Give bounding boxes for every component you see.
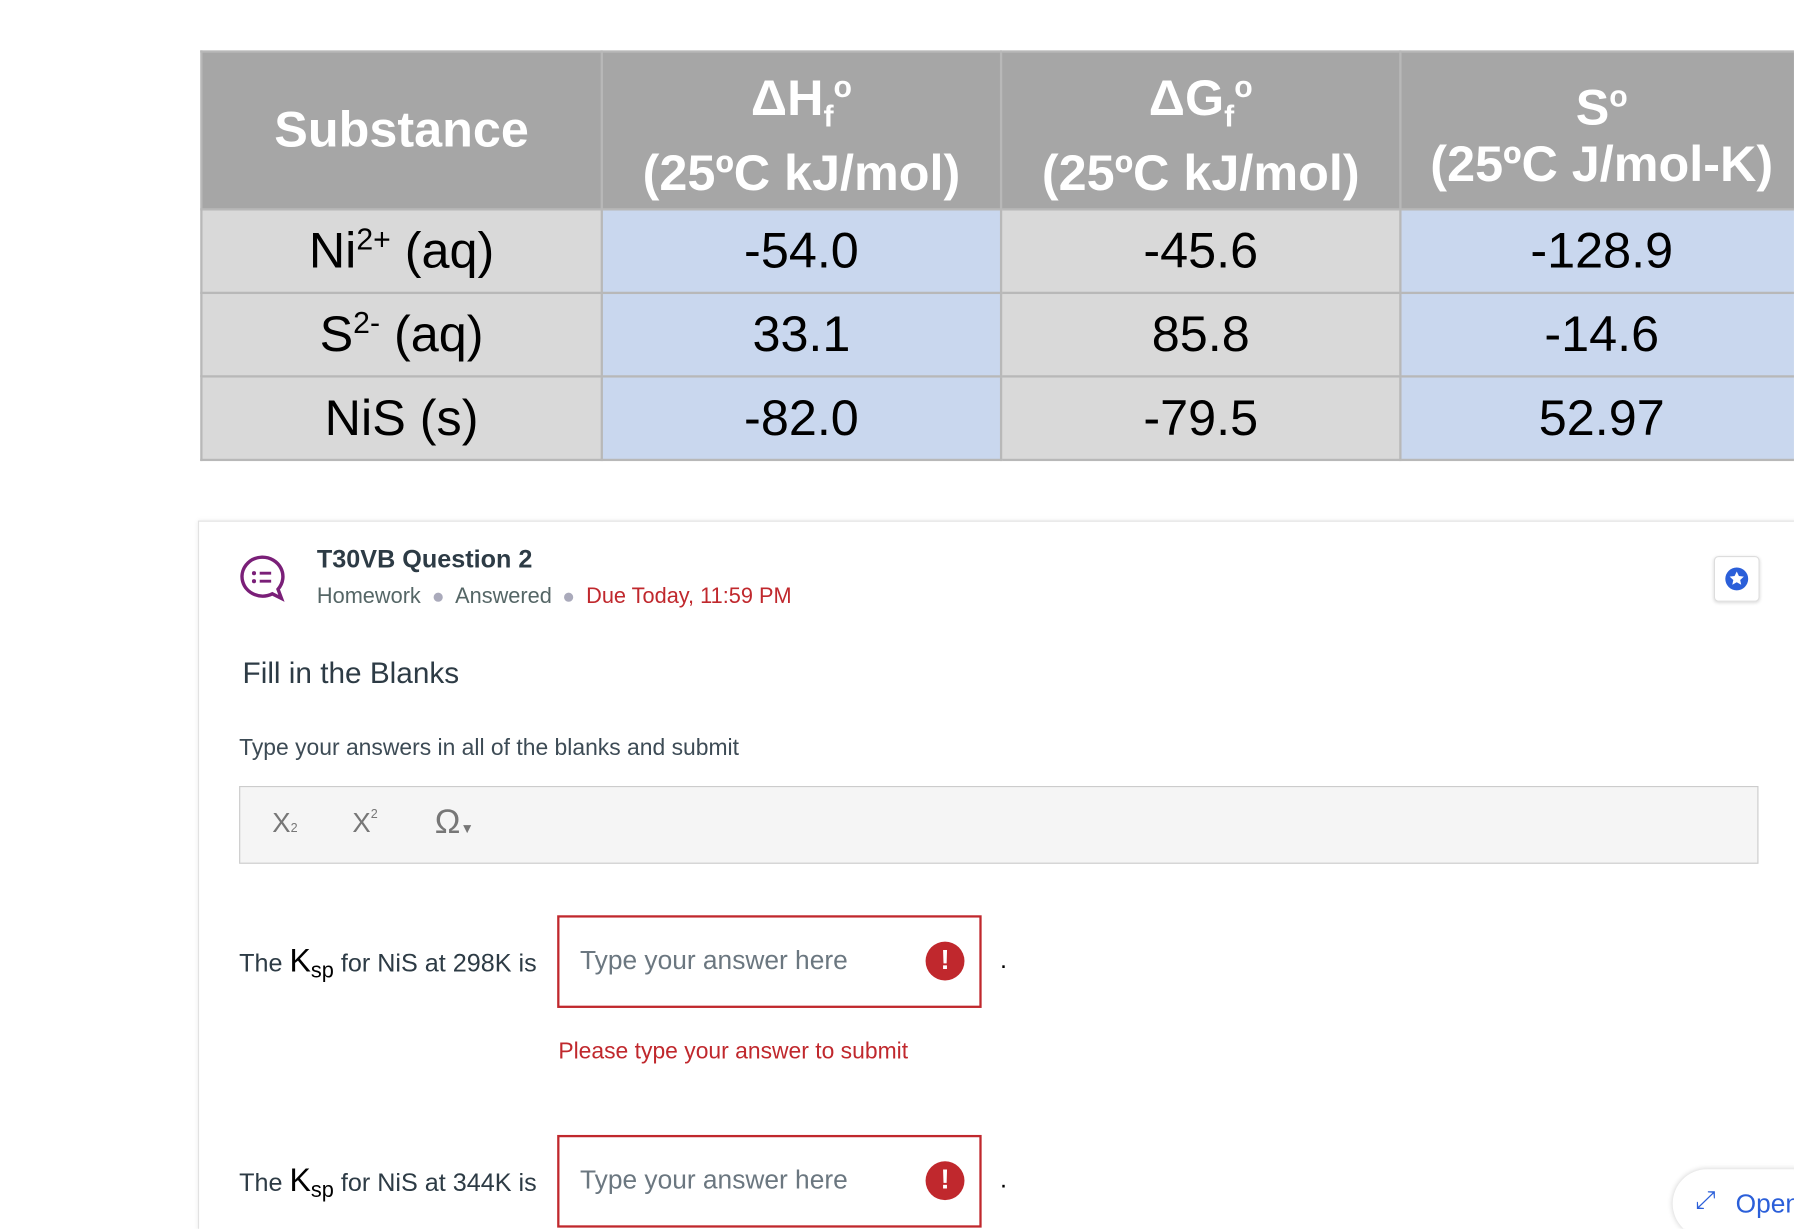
k-sub: sp: [310, 959, 334, 984]
state: (aq): [394, 306, 484, 363]
meta-item: Answered: [455, 584, 552, 609]
state: (aq): [404, 222, 495, 279]
state: (s): [419, 389, 479, 446]
k: K: [289, 1162, 311, 1198]
toolbar: X2 X2 Ω▼: [239, 785, 1759, 864]
suffix: for NiS at 298K is: [340, 948, 537, 978]
header: ΔGfo (25ºC kJ/mol): [999, 50, 1402, 211]
symbol: ΔG: [1148, 70, 1225, 127]
symbol-button[interactable]: Ω▼: [434, 803, 475, 841]
sup: o: [1234, 70, 1253, 105]
cell: NiS (s): [200, 375, 603, 462]
sub: f: [823, 99, 834, 134]
open-label: Open: [1735, 1188, 1794, 1219]
prefix: The: [239, 1168, 283, 1197]
cell: S2- (aq): [200, 291, 603, 378]
symbol: ΔH: [750, 70, 824, 127]
data-table: Substance ΔHfo (25ºC kJ/mol) ΔGfo (25ºC kJ…: [200, 50, 1794, 462]
cell: 33.1: [600, 291, 1003, 378]
heading: Fill in the Blanks: [242, 655, 460, 690]
cell: 52.97: [1399, 375, 1794, 462]
header: Substance: [200, 50, 603, 211]
meta: Homework Answered Due Today, 11:59 PM: [317, 585, 792, 610]
cell: -79.5: [999, 375, 1402, 462]
question-icon: [240, 555, 285, 602]
answer-input[interactable]: Type your answer here!: [557, 1134, 982, 1228]
period: .: [999, 1164, 1007, 1194]
cell: 85.8: [999, 291, 1402, 378]
cell: Ni2+ (aq): [200, 208, 603, 295]
k: K: [289, 942, 311, 979]
cell: -45.6: [999, 208, 1402, 295]
open-button[interactable]: ⤢ Open: [1672, 1169, 1794, 1229]
sub: f: [1224, 99, 1235, 134]
error-text: Please type your answer to submit: [558, 1038, 909, 1065]
meta-item: Homework: [316, 584, 421, 609]
due: Due Today, 11:59 PM: [586, 584, 792, 609]
placeholder: Type your answer here: [580, 1164, 848, 1195]
cell: -128.9: [1399, 208, 1794, 295]
error-icon: !: [925, 1161, 965, 1201]
question-title: T30VB Question 2: [316, 544, 533, 574]
k-sub: sp: [310, 1178, 334, 1203]
sup: o: [833, 70, 852, 105]
bookmark-button[interactable]: [1713, 556, 1760, 602]
suffix: for NiS at 344K is: [340, 1168, 537, 1197]
sup: 2+: [356, 222, 391, 257]
period: .: [999, 945, 1007, 974]
placeholder: Type your answer here: [580, 945, 848, 975]
subscript-button[interactable]: X2: [272, 807, 298, 839]
blank-label: The Ksp for NiS at 298K is: [239, 943, 537, 985]
sup: 2-: [353, 305, 381, 340]
symbol: S: [1575, 79, 1610, 136]
blank-label: The Ksp for NiS at 344K is: [239, 1162, 537, 1204]
header: So (25ºC J/mol-K): [1399, 50, 1794, 211]
header: ΔHfo (25ºC kJ/mol): [600, 50, 1003, 211]
unit: (25ºC kJ/mol): [1041, 144, 1360, 202]
answer-input[interactable]: Type your answer here!: [557, 915, 982, 1008]
cell: -14.6: [1399, 291, 1794, 378]
question-card: [197, 520, 1794, 1229]
instructions: Type your answers in all of the blanks a…: [239, 735, 739, 761]
prefix: The: [239, 948, 283, 978]
sup: o: [1609, 78, 1628, 113]
base: S: [319, 306, 354, 363]
header-text: Substance: [274, 101, 529, 158]
unit: (25ºC J/mol-K): [1430, 136, 1774, 193]
error-icon: !: [925, 941, 965, 981]
cell: -82.0: [600, 375, 1003, 462]
cell: -54.0: [600, 208, 1003, 295]
unit: (25ºC kJ/mol): [642, 144, 961, 202]
superscript-button[interactable]: X2: [352, 807, 378, 839]
base: NiS: [324, 389, 406, 446]
base: Ni: [308, 222, 357, 279]
